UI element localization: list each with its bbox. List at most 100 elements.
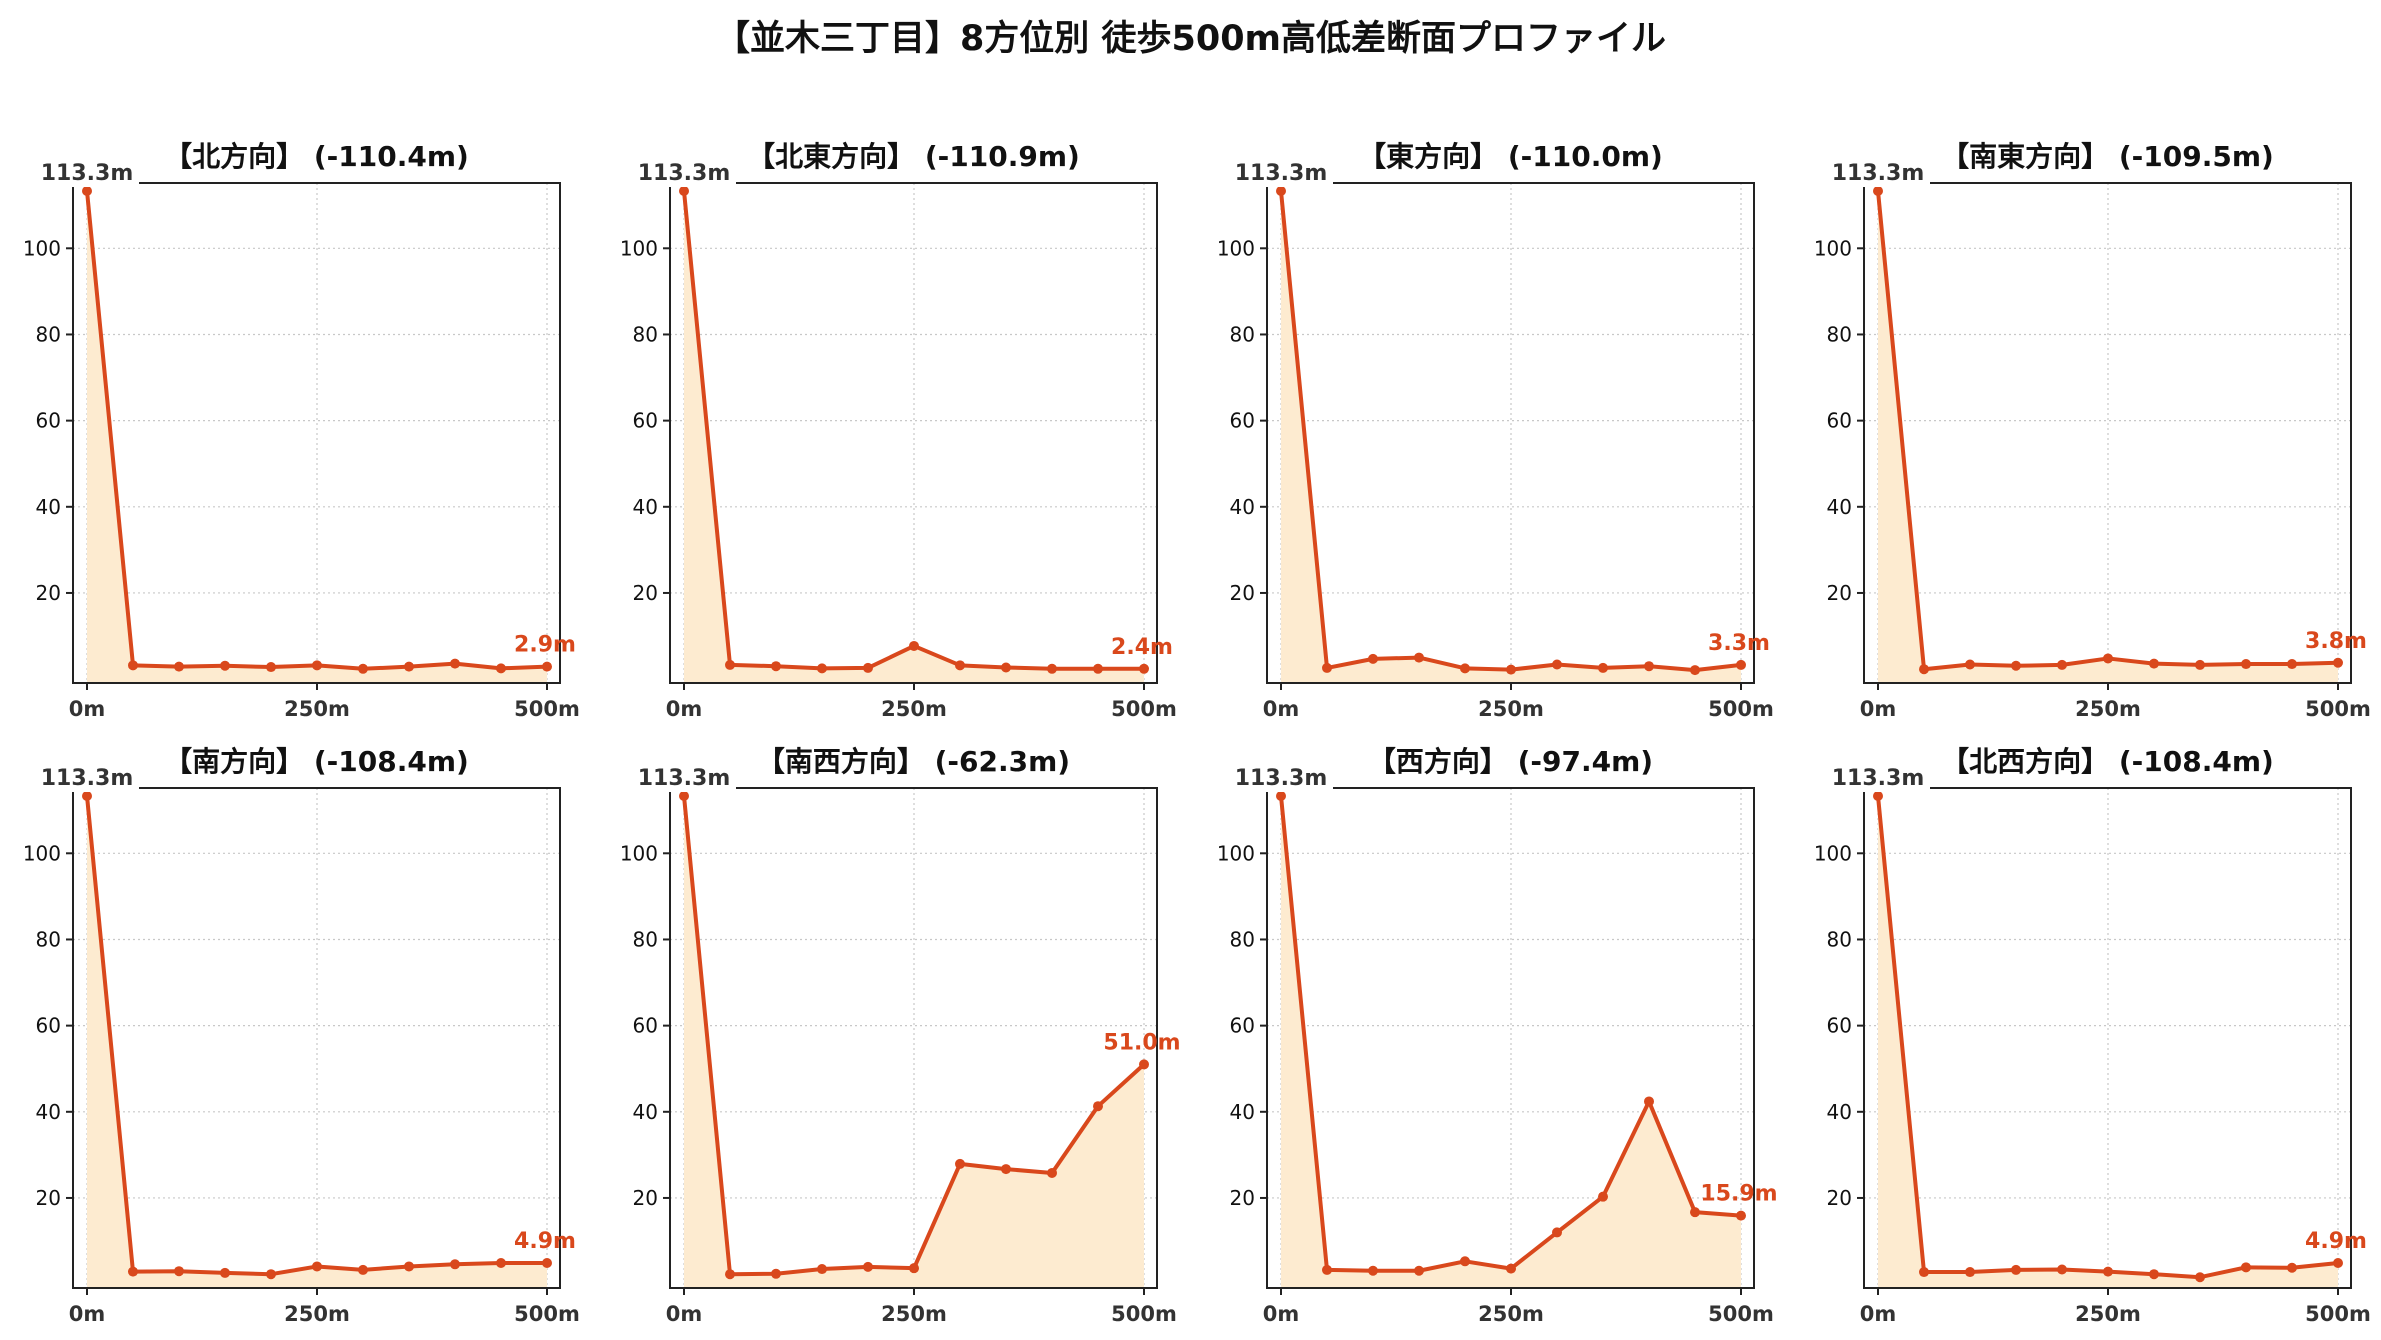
elevation-area xyxy=(1281,796,1741,1288)
data-point xyxy=(1690,1207,1700,1218)
x-tick-label: 500m xyxy=(2305,697,2371,721)
data-point xyxy=(1139,663,1149,674)
x-tick-label: 0m xyxy=(1860,1302,1897,1326)
y-tick-label: 80 xyxy=(36,927,61,951)
data-point xyxy=(1644,661,1654,672)
start-label-box xyxy=(632,159,736,187)
start-elevation-label: 113.3m xyxy=(638,161,731,186)
data-point xyxy=(2057,1264,2067,1275)
start-label-box xyxy=(1826,764,1930,792)
data-point xyxy=(82,791,92,801)
data-point xyxy=(128,1266,138,1277)
end-elevation-label: 4.9m xyxy=(514,1229,576,1254)
data-point xyxy=(1919,664,1929,675)
data-point xyxy=(1001,1164,1011,1175)
data-point xyxy=(2103,1266,2113,1277)
y-tick-label: 20 xyxy=(633,581,658,605)
y-tick-label: 20 xyxy=(1230,1186,1255,1210)
y-tick-label: 60 xyxy=(36,1014,61,1038)
subplot-title: 【南方向】 (-108.4m) xyxy=(164,745,469,778)
data-point xyxy=(1919,1267,1929,1278)
data-point xyxy=(128,660,138,671)
x-tick-label: 0m xyxy=(666,697,703,721)
end-elevation-label: 15.9m xyxy=(1700,1182,1777,1207)
x-tick-label: 500m xyxy=(1708,697,1774,721)
data-point xyxy=(1736,659,1746,670)
y-tick-label: 20 xyxy=(633,1186,658,1210)
data-point xyxy=(1414,1265,1424,1276)
data-point xyxy=(679,186,689,196)
subplot-3: 20 40 60 80 100 0m 250m 500m 【東方向】 (-110.0m) 113.… xyxy=(1217,140,1774,721)
subplot-7: 20 40 60 80 100 0m 250m 500m 【西方向】 (-97.4m) 113.3… xyxy=(1217,745,1778,1326)
data-point xyxy=(863,1261,873,1272)
start-elevation-label: 113.3m xyxy=(638,766,731,791)
y-tick-label: 20 xyxy=(1827,1186,1852,1210)
data-point xyxy=(358,1264,368,1275)
data-point xyxy=(2149,658,2159,669)
x-tick-label: 250m xyxy=(284,697,350,721)
data-point xyxy=(496,663,506,674)
data-point xyxy=(266,1269,276,1280)
x-tick-label: 0m xyxy=(69,697,106,721)
data-point xyxy=(2333,657,2343,668)
subplot-title: 【南東方向】 (-109.5m) xyxy=(1941,140,2274,173)
x-tick-label: 0m xyxy=(1263,697,1300,721)
y-tick-label: 20 xyxy=(1827,581,1852,605)
data-point xyxy=(2011,1264,2021,1275)
subplot-4: 20 40 60 80 100 0m 250m 500m 【南東方向】 (-109.5m) 113… xyxy=(1814,140,2371,721)
data-point xyxy=(2287,1262,2297,1273)
data-point xyxy=(817,1264,827,1275)
data-point xyxy=(174,661,184,672)
end-elevation-label: 3.8m xyxy=(2305,629,2367,654)
x-tick-label: 250m xyxy=(284,1302,350,1326)
start-elevation-label: 113.3m xyxy=(1235,766,1328,791)
data-point xyxy=(2241,1262,2251,1273)
y-tick-label: 100 xyxy=(1814,841,1852,865)
y-tick-label: 80 xyxy=(36,322,61,346)
y-tick-label: 100 xyxy=(1814,236,1852,260)
y-tick-label: 40 xyxy=(36,1100,61,1124)
data-point xyxy=(312,660,322,671)
x-tick-label: 0m xyxy=(1263,1302,1300,1326)
end-elevation-label: 2.9m xyxy=(514,633,576,658)
y-tick-label: 40 xyxy=(1827,1100,1852,1124)
data-point xyxy=(220,660,230,671)
data-point xyxy=(1322,662,1332,673)
y-tick-label: 100 xyxy=(620,236,658,260)
data-point xyxy=(2333,1258,2343,1269)
data-point xyxy=(909,1263,919,1274)
start-elevation-label: 113.3m xyxy=(41,161,134,186)
y-tick-label: 60 xyxy=(633,1014,658,1038)
start-label-box xyxy=(1826,159,1930,187)
data-point xyxy=(955,660,965,671)
data-point xyxy=(1368,1265,1378,1276)
y-tick-label: 80 xyxy=(1827,322,1852,346)
elevation-line xyxy=(1876,190,2339,672)
y-tick-label: 40 xyxy=(633,495,658,519)
data-point xyxy=(1552,659,1562,670)
x-tick-label: 250m xyxy=(2075,697,2141,721)
data-point xyxy=(266,662,276,673)
y-tick-label: 60 xyxy=(36,409,61,433)
data-point xyxy=(1598,662,1608,673)
end-elevation-label: 51.0m xyxy=(1103,1030,1180,1055)
y-tick-label: 80 xyxy=(633,927,658,951)
data-point xyxy=(2011,660,2021,671)
data-point xyxy=(312,1261,322,1272)
subplot-title: 【北西方向】 (-108.4m) xyxy=(1941,745,2274,778)
elevation-line xyxy=(85,795,547,1277)
data-point xyxy=(1965,1267,1975,1278)
y-tick-label: 100 xyxy=(1217,841,1255,865)
start-elevation-label: 113.3m xyxy=(1832,766,1925,791)
data-point xyxy=(1736,1210,1746,1221)
start-label-box xyxy=(35,159,139,187)
data-point xyxy=(2287,659,2297,670)
data-point xyxy=(2241,659,2251,670)
data-point xyxy=(2149,1269,2159,1280)
start-elevation-label: 113.3m xyxy=(41,766,134,791)
x-tick-label: 250m xyxy=(1478,697,1544,721)
data-point xyxy=(2195,1272,2205,1283)
data-point xyxy=(1460,1256,1470,1267)
subplot-6: 20 40 60 80 100 0m 250m 500m 【南西方向】 (-62.3m) 113.… xyxy=(620,745,1181,1326)
